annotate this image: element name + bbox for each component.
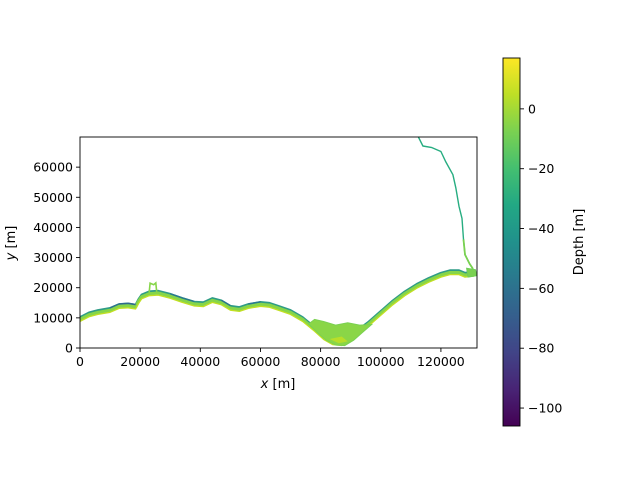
colorbar-bar	[502, 57, 521, 427]
y-axis-label-var: y	[4, 252, 19, 261]
depth-field	[80, 137, 477, 347]
coast-land-edge	[80, 273, 475, 347]
plot-background	[80, 137, 477, 348]
x-tick-label: 40000	[180, 354, 220, 369]
colorbar-tick-label: −60	[528, 281, 554, 296]
colorbar-ticks: 0 −20 −40 −60 −80 −100	[520, 101, 562, 416]
x-tick-label: 20000	[120, 354, 160, 369]
colorbar-tick-label: −80	[528, 341, 554, 356]
y-axis-label-unit: [m]	[4, 226, 19, 249]
coast-deep-cells	[119, 302, 136, 306]
colorbar: 0 −20 −40 −60 −80 −100 Depth [m]	[502, 57, 587, 427]
x-axis: 0 20000 40000 60000 80000 100000 120000	[76, 348, 465, 369]
y-tick-label: 10000	[33, 310, 73, 325]
colorbar-tick-label: −40	[528, 221, 554, 236]
y-tick-label: 60000	[33, 160, 73, 175]
colorbar-tick-label: −100	[528, 401, 562, 416]
x-axis-label: x [m]	[260, 377, 296, 392]
x-tick-label: 80000	[301, 354, 341, 369]
bay-very-shallow	[329, 336, 348, 344]
y-tick-label: 50000	[33, 190, 73, 205]
x-tick-label: 100000	[357, 354, 405, 369]
y-tick-label: 40000	[33, 220, 73, 235]
y-axis: 0 10000 20000 30000 40000 50000 60000	[33, 160, 80, 356]
coast-deep-cells	[248, 301, 261, 305]
x-tick-label: 0	[76, 354, 84, 369]
east-end-patch	[466, 267, 477, 278]
coast-deep-cells	[221, 299, 231, 307]
colorbar-label: Depth [m]	[572, 209, 587, 276]
coast-notch	[148, 281, 158, 293]
y-tick-label: 20000	[33, 280, 73, 295]
x-tick-label: 120000	[417, 354, 465, 369]
x-axis-label-unit: [m]	[273, 377, 296, 392]
plot-area	[79, 136, 478, 349]
x-axis-label-var: x	[260, 377, 269, 392]
colorbar-tick-label: 0	[528, 101, 536, 116]
y-axis-label: y [m]	[4, 226, 19, 262]
y-tick-label: 0	[65, 341, 73, 356]
coast-deep-cells	[109, 303, 120, 309]
bay-shallow-area	[307, 318, 374, 347]
coast-shallow-strip	[80, 271, 475, 346]
plot-frame	[79, 136, 478, 349]
coast-deep-cells	[169, 293, 195, 303]
x-tick-label: 60000	[241, 354, 281, 369]
colorbar-tick-label: −20	[528, 161, 554, 176]
y-tick-label: 30000	[33, 250, 73, 265]
